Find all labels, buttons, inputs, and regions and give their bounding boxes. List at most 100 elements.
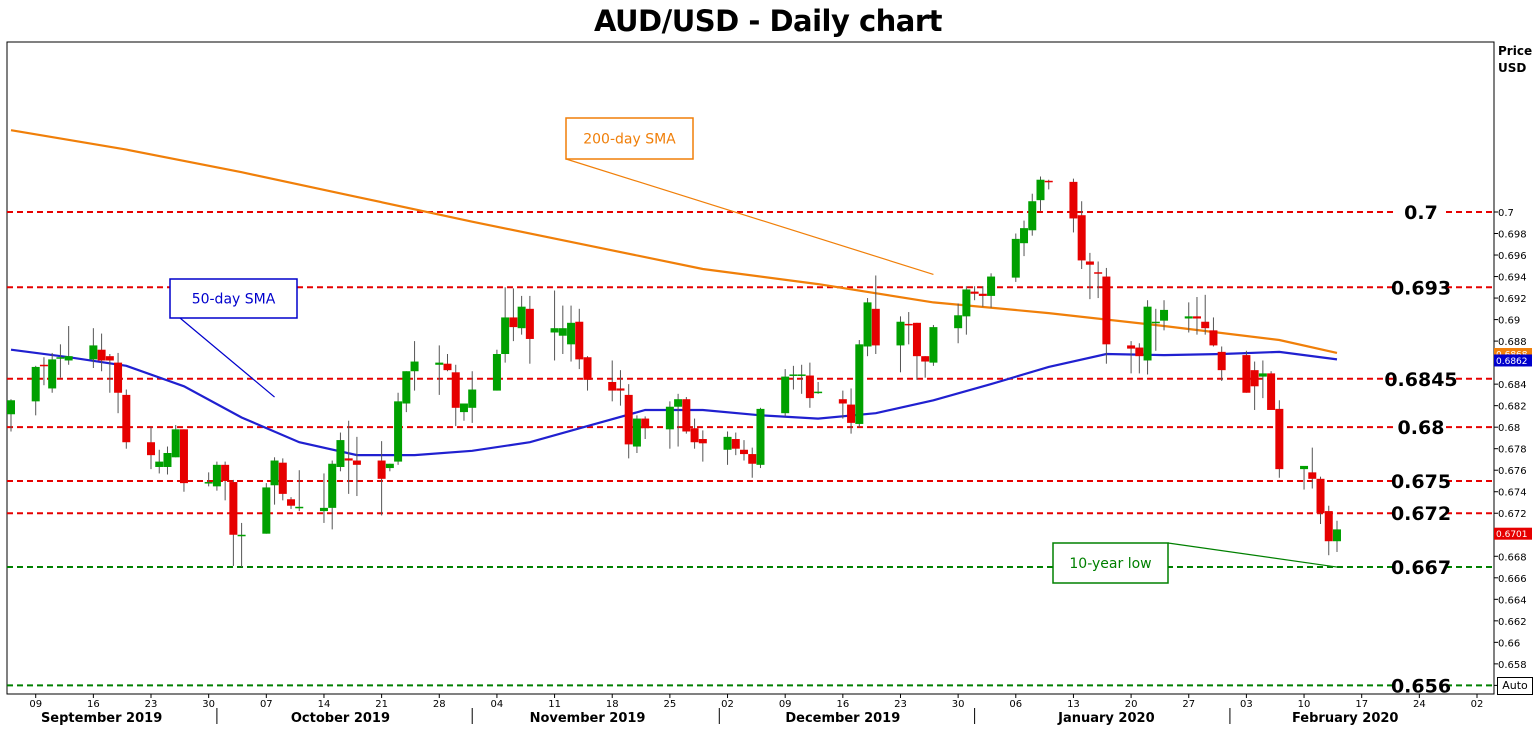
price-badge-label: 0.6701 [1496, 530, 1528, 540]
candle-body [1044, 180, 1053, 183]
candle-body [7, 400, 15, 415]
candle-body [912, 322, 921, 357]
chart-title: AUD/USD - Daily chart [593, 4, 943, 38]
candle-body [1332, 529, 1341, 542]
candle-body [1094, 272, 1103, 274]
candle-body [147, 442, 156, 456]
candle-body [468, 389, 477, 408]
annotation-label: 50-day SMA [192, 292, 276, 308]
y-axis: Price USD 0.6560.6580.660.6620.6640.6660… [1494, 44, 1532, 692]
candle-body [262, 487, 271, 534]
x-tick-label: 03 [1240, 699, 1253, 710]
y-tick-label: 0.696 [1498, 251, 1527, 262]
candle-body [509, 317, 518, 328]
candle-body [435, 362, 444, 365]
candle-body [237, 534, 246, 537]
x-tick-label: 13 [1067, 699, 1080, 710]
candle-body [1250, 370, 1259, 387]
candle-body [1085, 261, 1094, 265]
candle-body [690, 428, 699, 443]
x-tick-label: 23 [894, 699, 907, 710]
candle-body [1011, 238, 1020, 278]
candle-body [748, 454, 757, 464]
candle-body [163, 452, 172, 467]
candle-body [229, 482, 238, 535]
month-label: February 2020 [1292, 711, 1399, 726]
candle-body [295, 506, 304, 509]
candle-body [954, 315, 963, 329]
candle-body [1151, 321, 1160, 324]
x-tick-label: 11 [548, 699, 561, 710]
y-tick-label: 0.698 [1498, 230, 1527, 241]
month-label: September 2019 [41, 711, 162, 726]
candle-body [1242, 355, 1251, 393]
candle-body [1143, 306, 1152, 361]
y-tick-label: 0.674 [1498, 488, 1527, 499]
y-tick-label: 0.688 [1498, 337, 1527, 348]
x-tick-label: 14 [318, 699, 331, 710]
candle-body [105, 356, 114, 361]
candle-body [459, 403, 468, 413]
candle-body [896, 321, 905, 346]
annotation-label: 200-day SMA [583, 132, 676, 148]
level-label: 0.675 [1391, 471, 1451, 493]
auto-scale-button[interactable]: Auto [1497, 677, 1533, 695]
candle-body [287, 499, 296, 506]
candle-body [517, 306, 526, 329]
y-tick-label: 0.66 [1498, 638, 1520, 649]
candle-body [904, 323, 913, 326]
candle-body [122, 394, 131, 443]
candle-body [1209, 330, 1218, 346]
candle-body [871, 308, 880, 346]
candle-body [1217, 351, 1226, 371]
candle-body [987, 276, 996, 296]
candle-body [525, 308, 534, 339]
candle-body [814, 391, 823, 394]
level-label: 0.68 [1398, 417, 1445, 439]
candle-body [781, 376, 790, 414]
x-axis: 09 16 23 30 07 14 21 28 04 11 18 25 02 09 16 23 30 06 13 20… [29, 694, 1483, 726]
candle-body [179, 429, 188, 484]
month-label: October 2019 [291, 711, 390, 726]
candle-body [682, 399, 691, 432]
x-tick-label: 02 [721, 699, 734, 710]
candle-body [1102, 276, 1111, 345]
x-tick-label: 17 [1355, 699, 1368, 710]
candle-body [970, 291, 979, 294]
candle-body [665, 406, 674, 430]
plot-area [6, 41, 1495, 695]
x-tick-label: 30 [952, 699, 965, 710]
candle-body [723, 436, 732, 450]
candle-body [756, 408, 765, 465]
candle-body [641, 418, 650, 429]
candle-body [1324, 511, 1333, 542]
candle-body [31, 366, 40, 402]
price-badge-label: 0.6862 [1496, 357, 1528, 367]
month-label: November 2019 [530, 711, 646, 726]
candle-body [328, 463, 337, 508]
x-tick-label: 30 [202, 699, 215, 710]
candle-body [1028, 201, 1037, 231]
candle-body [1184, 316, 1193, 319]
candle-body [558, 328, 567, 336]
y-tick-label: 0.684 [1498, 380, 1527, 391]
candle-body [1135, 347, 1144, 357]
candle-body [1020, 228, 1029, 244]
candle-body [278, 462, 287, 494]
candle-body [575, 321, 584, 360]
y-tick-label: 0.666 [1498, 574, 1527, 585]
x-tick-label: 04 [491, 699, 504, 710]
y-tick-label: 0.664 [1498, 595, 1527, 606]
sma50-line [10, 348, 1338, 457]
candle-body [319, 507, 328, 512]
candle-body [1308, 472, 1317, 479]
price-badge [1494, 354, 1532, 367]
annotations: 200-day SMA 50-day SMA 10-year low [169, 117, 1338, 584]
x-tick-label: 28 [433, 699, 446, 710]
candle-body [583, 357, 592, 380]
y-tick-label: 0.682 [1498, 402, 1527, 413]
candle-body [616, 388, 625, 391]
candle-body [863, 302, 872, 347]
candle-body [212, 464, 221, 487]
candle-body [550, 328, 559, 333]
